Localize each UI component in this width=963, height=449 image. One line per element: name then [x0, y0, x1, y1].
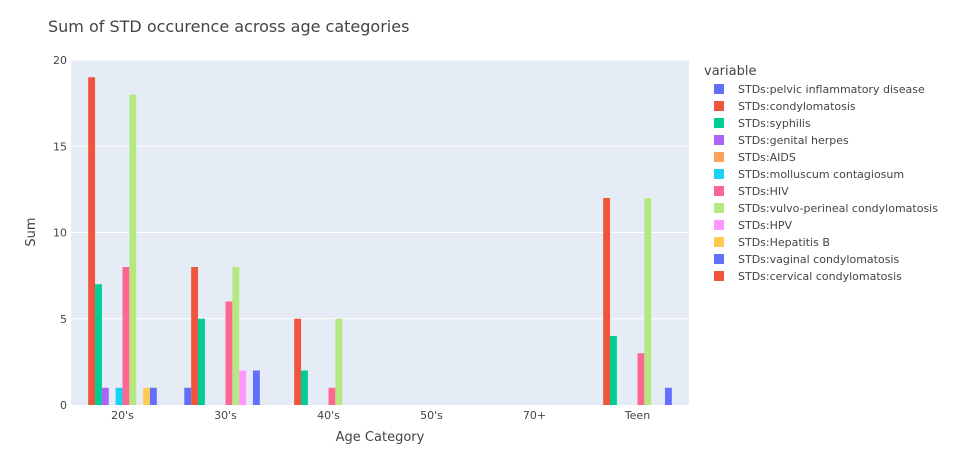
bars	[88, 77, 672, 405]
legend-swatch[interactable]	[714, 84, 724, 94]
bar[interactable]	[88, 77, 96, 405]
legend-swatch[interactable]	[714, 186, 724, 196]
legend-item-label[interactable]: STDs:Hepatitis B	[738, 236, 830, 249]
legend-item-label[interactable]: STDs:HPV	[738, 219, 793, 232]
bar[interactable]	[198, 318, 205, 405]
legend-item-label[interactable]: STDs:genital herpes	[738, 134, 849, 147]
bar[interactable]	[603, 198, 611, 405]
legend-swatch[interactable]	[714, 220, 724, 230]
bar[interactable]	[191, 267, 199, 405]
y-axis-ticks: 0 5 10 15 20	[53, 54, 67, 412]
bar[interactable]	[115, 387, 123, 405]
bar[interactable]	[143, 387, 150, 405]
y-axis-title: Sum	[24, 217, 39, 246]
chart-title: Sum of STD occurence across age categori…	[48, 17, 409, 36]
y-tick-label: 10	[53, 227, 67, 240]
bar[interactable]	[301, 370, 308, 406]
bar[interactable]	[129, 94, 137, 406]
legend-title: variable	[704, 64, 756, 79]
bar[interactable]	[232, 267, 240, 405]
legend-swatch[interactable]	[714, 118, 724, 128]
legend-swatch[interactable]	[714, 237, 724, 247]
legend-swatch[interactable]	[714, 254, 724, 264]
gridlines	[71, 59, 689, 320]
x-tick-label: Teen	[624, 409, 650, 422]
x-tick-label: 20's	[111, 409, 134, 422]
y-tick-label: 20	[53, 54, 67, 67]
legend-item-label[interactable]: STDs:cervical condylomatosis	[738, 270, 902, 283]
bar[interactable]	[294, 318, 302, 405]
legend-item-label[interactable]: STDs:vaginal condylomatosis	[738, 253, 899, 266]
bar[interactable]	[101, 387, 109, 405]
bar[interactable]	[149, 387, 157, 405]
bar[interactable]	[644, 198, 652, 405]
bar[interactable]	[239, 370, 247, 406]
bar[interactable]	[328, 387, 336, 405]
y-tick-label: 15	[53, 140, 67, 153]
legend-item-label[interactable]: STDs:pelvic inflammatory disease	[738, 83, 925, 96]
legend-swatch[interactable]	[714, 271, 724, 281]
bar[interactable]	[95, 284, 102, 405]
bar[interactable]	[252, 370, 260, 406]
x-axis-ticks: 20's 30's 40's 50's 70+ Teen	[111, 409, 650, 422]
legend-swatch[interactable]	[714, 101, 724, 111]
legend-swatch[interactable]	[714, 135, 724, 145]
legend-swatch[interactable]	[714, 203, 724, 213]
legend: variable STDs:pelvic inflammatory diseas…	[704, 64, 938, 283]
bar[interactable]	[664, 387, 672, 405]
bar[interactable]	[335, 318, 343, 405]
bar[interactable]	[225, 301, 233, 406]
legend-item-label[interactable]: STDs:AIDS	[738, 151, 796, 164]
legend-item-label[interactable]: STDs:molluscum contagiosum	[738, 168, 904, 181]
legend-swatch[interactable]	[714, 152, 724, 162]
legend-swatch[interactable]	[714, 169, 724, 179]
x-tick-label: 30's	[214, 409, 237, 422]
x-tick-label: 40's	[317, 409, 340, 422]
x-axis-title: Age Category	[336, 430, 425, 445]
bar[interactable]	[610, 336, 617, 405]
bar[interactable]	[637, 353, 645, 405]
y-tick-label: 5	[60, 313, 67, 326]
legend-item-label[interactable]: STDs:vulvo-perineal condylomatosis	[738, 202, 938, 215]
legend-item-label[interactable]: STDs:syphilis	[738, 117, 811, 130]
bar[interactable]	[122, 267, 130, 405]
x-tick-label: 70+	[523, 409, 546, 422]
bar[interactable]	[184, 387, 192, 405]
legend-item-label[interactable]: STDs:HIV	[738, 185, 789, 198]
x-tick-label: 50's	[420, 409, 443, 422]
y-tick-label: 0	[60, 399, 67, 412]
legend-item-label[interactable]: STDs:condylomatosis	[738, 100, 856, 113]
